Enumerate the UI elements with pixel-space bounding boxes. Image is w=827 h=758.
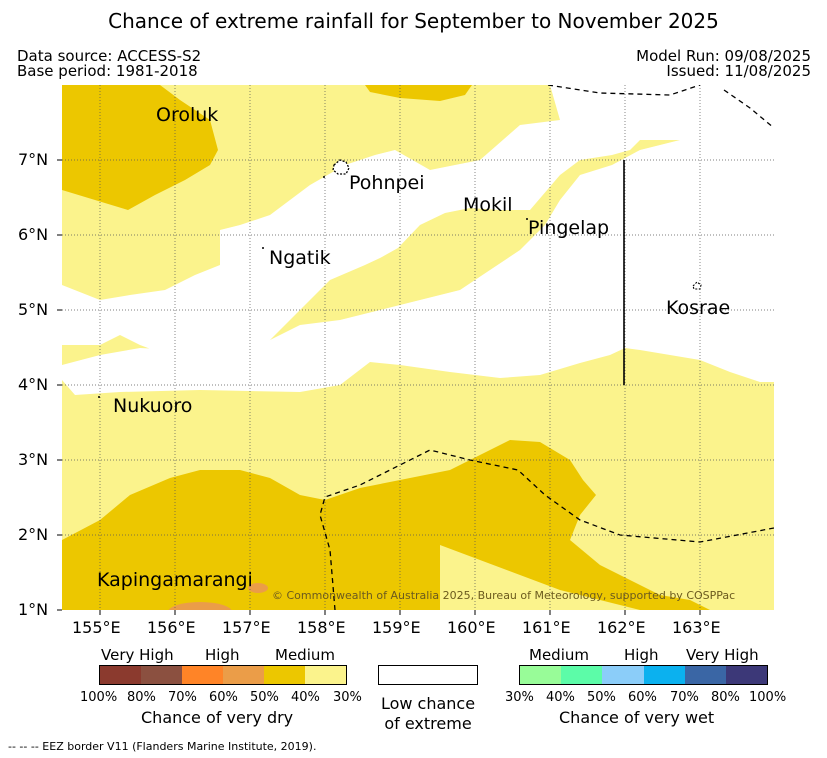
data-source-text: Data source: ACCESS-S2 bbox=[17, 47, 202, 65]
lat-label-1n: 1°N bbox=[18, 600, 49, 619]
wet-pct-40: 40% bbox=[546, 690, 575, 705]
dry-pct-60: 60% bbox=[209, 690, 238, 705]
high-dry-region-south bbox=[62, 440, 710, 610]
dry-swatch-80-70 bbox=[141, 666, 182, 684]
place-label-pohnpei: Pohnpei bbox=[349, 172, 425, 194]
ngatik-dot bbox=[262, 247, 264, 249]
wet-swatch-80-100 bbox=[725, 666, 768, 684]
place-label-mokil: Mokil bbox=[463, 194, 513, 216]
base-period-text: Base period: 1981-2018 bbox=[17, 62, 198, 80]
wet-legend-caption: Chance of very wet bbox=[559, 708, 715, 727]
lat-label-4n: 4°N bbox=[18, 375, 49, 394]
low-chance-caption-line1: Low chance bbox=[380, 694, 476, 713]
wet-pct-70: 70% bbox=[670, 690, 699, 705]
lon-label-161e: 161°E bbox=[522, 618, 571, 637]
dry-pct-50: 50% bbox=[250, 690, 279, 705]
dry-pct-70: 70% bbox=[168, 690, 197, 705]
wet-pct-30: 30% bbox=[505, 690, 534, 705]
wet-legend-header-medium: Medium bbox=[529, 646, 589, 664]
dry-legend-colorbar bbox=[99, 665, 347, 685]
low-chance-swatch bbox=[378, 665, 478, 685]
lon-label-162e: 162°E bbox=[597, 618, 646, 637]
high-dry-region-top bbox=[365, 85, 472, 101]
dry-swatch-50-40 bbox=[264, 666, 305, 684]
wet-legend-colorbar bbox=[519, 665, 768, 685]
place-label-pingelap: Pingelap bbox=[528, 217, 610, 239]
dry-swatch-100-80 bbox=[100, 666, 141, 684]
lon-label-155e: 155°E bbox=[72, 618, 121, 637]
lon-label-159e: 159°E bbox=[372, 618, 421, 637]
axis-ticks bbox=[57, 159, 701, 615]
low-chance-caption-line2: of extreme bbox=[384, 714, 472, 733]
dry-swatch-70-60 bbox=[182, 666, 223, 684]
dry-pct-40: 40% bbox=[291, 690, 320, 705]
wet-swatch-40-50 bbox=[561, 666, 603, 684]
map-fill-layer bbox=[62, 85, 774, 610]
lon-label-156e: 156°E bbox=[147, 618, 196, 637]
wet-pct-100: 100% bbox=[749, 690, 787, 705]
nukuoro-dot bbox=[98, 396, 100, 398]
dry-swatch-60-50 bbox=[223, 666, 264, 684]
lat-label-2n: 2°N bbox=[18, 525, 49, 544]
lat-label-7n: 7°N bbox=[18, 150, 49, 169]
pingelap-dot bbox=[526, 218, 528, 220]
gridlines bbox=[62, 85, 774, 610]
eez-border bbox=[319, 85, 774, 610]
lon-label-160e: 160°E bbox=[447, 618, 496, 637]
island-dot bbox=[323, 176, 325, 178]
dry-pct-100: 100% bbox=[80, 690, 118, 705]
dry-legend-header-medium: Medium bbox=[275, 646, 335, 664]
lon-label-157e: 157°E bbox=[222, 618, 271, 637]
low-chance-region-north bbox=[62, 85, 774, 360]
place-label-nukuoro: Nukuoro bbox=[113, 395, 193, 417]
lat-label-5n: 5°N bbox=[18, 300, 49, 319]
low-chance-region-central bbox=[62, 140, 774, 395]
kosrae-island bbox=[692, 281, 702, 290]
wet-swatch-50-60 bbox=[602, 666, 644, 684]
place-label-kapingamarangi: Kapingamarangi bbox=[97, 569, 253, 591]
wet-pct-50: 50% bbox=[587, 690, 616, 705]
model-run-text: Model Run: 09/08/2025 bbox=[636, 47, 811, 65]
wet-legend-header-very-high: Very High bbox=[686, 646, 759, 664]
dry-legend-header-very-high: Very High bbox=[101, 646, 174, 664]
moderate-dry-spot-small bbox=[248, 583, 268, 593]
dry-legend-header-high: High bbox=[205, 646, 240, 664]
map-title: Chance of extreme rainfall for September… bbox=[108, 9, 719, 33]
moderate-dry-spot bbox=[168, 602, 232, 610]
copyright-text: © Commonwealth of Australia 2025, Bureau… bbox=[272, 589, 736, 602]
place-label-ngatik: Ngatik bbox=[269, 247, 331, 269]
wet-swatch-30-40 bbox=[520, 666, 562, 684]
dry-legend-caption: Chance of very dry bbox=[141, 708, 294, 727]
lon-label-158e: 158°E bbox=[297, 618, 346, 637]
wet-swatch-70-80 bbox=[684, 666, 726, 684]
dry-swatch-40-30 bbox=[305, 666, 346, 684]
place-label-oroluk: Oroluk bbox=[156, 104, 219, 126]
dry-pct-30: 30% bbox=[333, 690, 362, 705]
lat-label-6n: 6°N bbox=[18, 225, 49, 244]
medium-dry-patch-south bbox=[440, 545, 640, 610]
issued-text: Issued: 11/08/2025 bbox=[666, 62, 811, 80]
wet-swatch-60-70 bbox=[643, 666, 685, 684]
place-label-kosrae: Kosrae bbox=[666, 297, 731, 319]
dry-pct-80: 80% bbox=[127, 690, 156, 705]
eez-footnote: -- -- -- EEZ border V11 (Flanders Marine… bbox=[8, 740, 317, 753]
lat-label-3n: 3°N bbox=[18, 450, 49, 469]
wet-pct-80: 80% bbox=[711, 690, 740, 705]
lon-label-163e: 163°E bbox=[672, 618, 721, 637]
wet-legend-header-high: High bbox=[624, 646, 659, 664]
pohnpei-island bbox=[332, 159, 350, 175]
high-dry-region-north bbox=[62, 85, 218, 210]
wet-pct-60: 60% bbox=[628, 690, 657, 705]
